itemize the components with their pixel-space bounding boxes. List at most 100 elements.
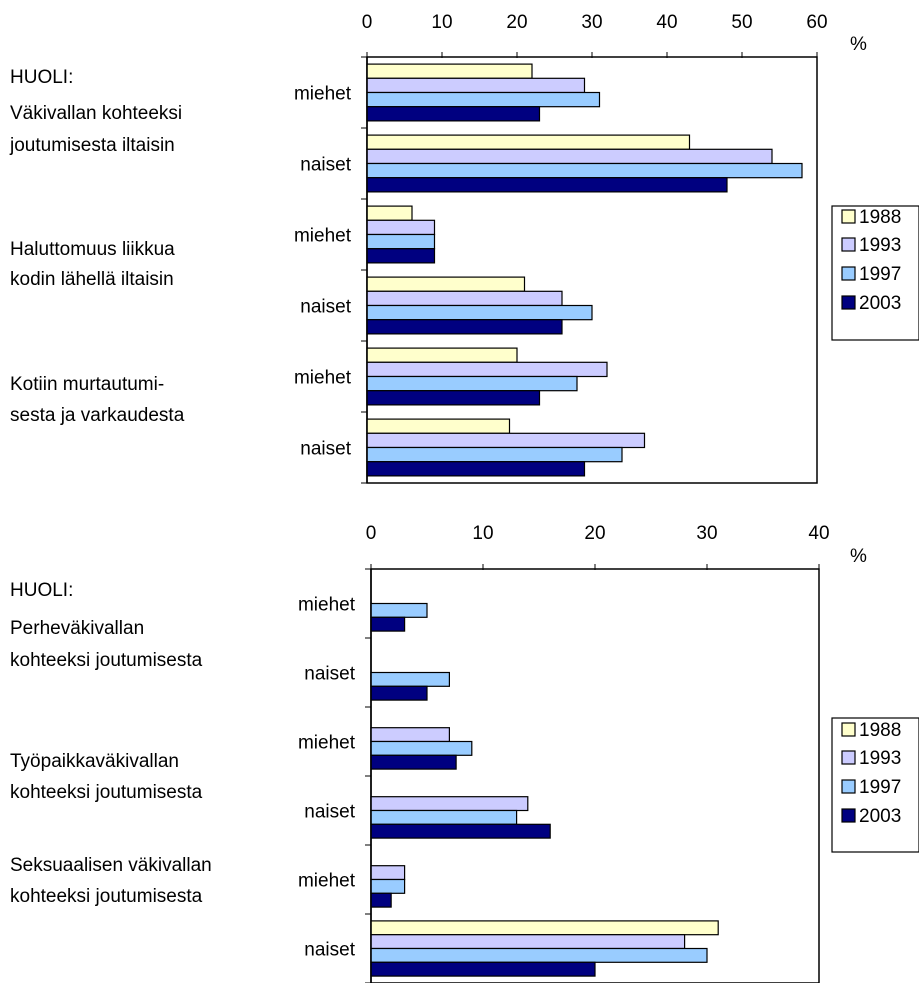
legend-label: 1988 <box>859 720 901 741</box>
x-tick-label: 0 <box>362 12 373 33</box>
x-tick-label: 40 <box>656 12 677 33</box>
x-tick-label: 10 <box>472 523 493 544</box>
bar-2003-miehet <box>370 754 457 770</box>
category-label: naiset <box>300 155 351 176</box>
category-label: miehet <box>294 368 352 389</box>
bar-2003-miehet <box>370 892 392 908</box>
bar-2003-miehet <box>366 248 436 264</box>
bar-1993-naiset <box>366 432 646 449</box>
legend-swatch-1993 <box>841 750 856 765</box>
group-label: HUOLI: <box>10 580 73 601</box>
group-label: joutumisesta iltaisin <box>9 135 175 156</box>
bar-2003-naiset <box>366 319 563 335</box>
bar-1993-miehet <box>366 219 436 236</box>
legend-label: 1997 <box>859 264 901 285</box>
category-label: naiset <box>304 802 355 823</box>
legend-swatch-1993 <box>841 237 856 252</box>
bar-1997-miehet <box>370 602 428 618</box>
x-tick-label: 50 <box>731 12 752 33</box>
bar-1997-miehet <box>370 740 473 756</box>
x-axis-unit: % <box>850 546 867 567</box>
bar-1997-naiset <box>370 671 451 687</box>
group-label: kohteeksi joutumisesta <box>10 650 203 671</box>
x-tick-label: 20 <box>584 523 605 544</box>
group-label: HUOLI: <box>10 67 73 88</box>
bar-1993-miehet <box>370 727 451 743</box>
category-label: naiset <box>304 940 355 961</box>
group-label: sesta ja varkaudesta <box>10 405 185 426</box>
group-label: Väkivallan kohteeksi <box>10 103 182 124</box>
bar-2003-naiset <box>370 685 428 701</box>
plot-frame <box>366 56 818 484</box>
group-label: Perheväkivallan <box>10 618 144 639</box>
group-label: kohteeksi joutumisesta <box>10 782 203 803</box>
category-label: naiset <box>304 664 355 685</box>
bar-2003-naiset <box>366 177 728 193</box>
bar-1997-naiset <box>366 304 593 321</box>
x-tick-label: 20 <box>506 12 527 33</box>
legend-swatch-2003 <box>841 808 856 823</box>
x-tick-label: 0 <box>366 523 377 544</box>
bar-1993-naiset <box>366 290 563 307</box>
plot-frame <box>370 568 820 983</box>
bar-1997-miehet <box>366 91 601 108</box>
bar-2003-miehet <box>366 106 541 122</box>
bar-1997-naiset <box>366 446 623 463</box>
bar-1993-miehet <box>370 865 406 881</box>
legend-label: 2003 <box>859 806 901 827</box>
bar-1993-naiset <box>366 148 773 165</box>
group-label: Seksuaalisen väkivallan <box>10 855 212 876</box>
legend-swatch-1988 <box>841 722 856 737</box>
bar-1988-miehet <box>366 63 533 79</box>
bar-1988-naiset <box>366 276 526 292</box>
bar-2003-miehet <box>370 616 406 632</box>
bar-1997-naiset <box>370 809 518 825</box>
bar-1988-naiset <box>370 920 719 936</box>
bar-1997-miehet <box>366 233 436 250</box>
group-label: kohteeksi joutumisesta <box>10 886 203 907</box>
category-label: miehet <box>298 595 356 616</box>
x-tick-label: 60 <box>806 12 827 33</box>
bar-1988-naiset <box>366 418 511 434</box>
x-tick-label: 40 <box>808 523 829 544</box>
legend-label: 1997 <box>859 777 901 798</box>
legend-swatch-1988 <box>841 209 856 224</box>
bar-1993-naiset <box>370 796 529 812</box>
bar-1997-naiset <box>370 947 708 963</box>
bar-1993-naiset <box>370 934 686 950</box>
bar-1988-miehet <box>366 205 413 221</box>
category-label: naiset <box>300 439 351 460</box>
legend-swatch-2003 <box>841 295 856 310</box>
category-label: miehet <box>298 733 356 754</box>
group-label: Työpaikkaväkivallan <box>10 751 179 772</box>
legend-swatch-1997 <box>841 266 856 281</box>
bar-2003-naiset <box>370 961 596 977</box>
bar-2003-miehet <box>366 390 541 406</box>
bar-1997-miehet <box>370 878 406 894</box>
legend-label: 2003 <box>859 293 901 314</box>
legend-label: 1993 <box>859 748 901 769</box>
legend-label: 1988 <box>859 207 901 228</box>
category-label: miehet <box>294 226 352 247</box>
bar-1993-miehet <box>366 77 586 94</box>
group-label: Kotiin murtautumi- <box>10 374 164 395</box>
x-axis-unit: % <box>850 34 867 55</box>
legend-swatch-1997 <box>841 779 856 794</box>
bar-2003-naiset <box>366 461 586 477</box>
x-tick-label: 10 <box>431 12 452 33</box>
bar-1993-miehet <box>366 361 608 378</box>
legend-label: 1993 <box>859 235 901 256</box>
category-label: miehet <box>298 871 356 892</box>
group-label: Haluttomuus liikkua <box>10 239 175 260</box>
x-tick-label: 30 <box>696 523 717 544</box>
category-label: naiset <box>300 297 351 318</box>
bar-1988-miehet <box>366 347 518 363</box>
chart-violence-night-fear: 0 10 20 30 40 50 60% miehet naiset miehet naiset mi… <box>9 12 919 484</box>
bar-1997-miehet <box>366 375 578 392</box>
category-label: miehet <box>294 84 352 105</box>
bar-2003-naiset <box>370 823 551 839</box>
bar-1988-naiset <box>366 134 691 150</box>
group-label: kodin lähellä iltaisin <box>10 269 174 290</box>
chart-domestic-work-sexual-violence-fear: 0 10 20 30 40% miehet naiset miehet naiset miehet… <box>10 523 919 983</box>
